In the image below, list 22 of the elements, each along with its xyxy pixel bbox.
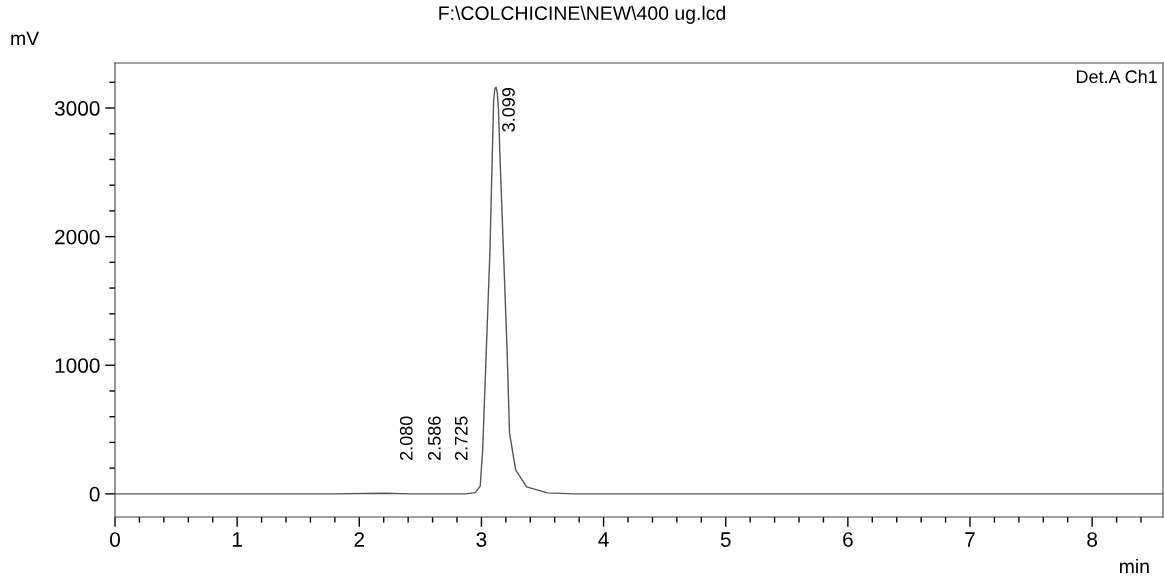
x-tick-label: 1 <box>232 532 242 547</box>
y-tick-label: 0 <box>89 486 100 502</box>
y-tick-label: 3000 <box>54 101 100 116</box>
x-tick-label: 8 <box>1087 532 1098 547</box>
x-tick-label: 3 <box>476 532 487 547</box>
y-tick-label: 1000 <box>55 358 100 373</box>
x-tick-label: 4 <box>598 532 609 547</box>
x-tick-label: 0 <box>110 532 120 547</box>
y-axis-title: mV <box>11 31 40 46</box>
annotation: 2.080 <box>399 416 413 460</box>
x-tick-label: 7 <box>965 532 975 547</box>
x-tick-label: 5 <box>720 532 731 547</box>
chart-title: F:\COLCHICINE\NEW\400 ug.lcd <box>439 5 725 24</box>
annotation: 2.725 <box>454 416 468 460</box>
x-tick-label: 6 <box>843 532 853 547</box>
annotation: 2.586 <box>427 416 441 460</box>
x-axis-title: min <box>1119 558 1149 574</box>
line-series <box>115 86 1163 495</box>
y-tick-label: 2000 <box>55 229 100 245</box>
annotation: Det.A Ch1 <box>1076 69 1157 84</box>
annotation: 3.099 <box>502 88 515 132</box>
x-tick-label: 2 <box>354 532 365 547</box>
